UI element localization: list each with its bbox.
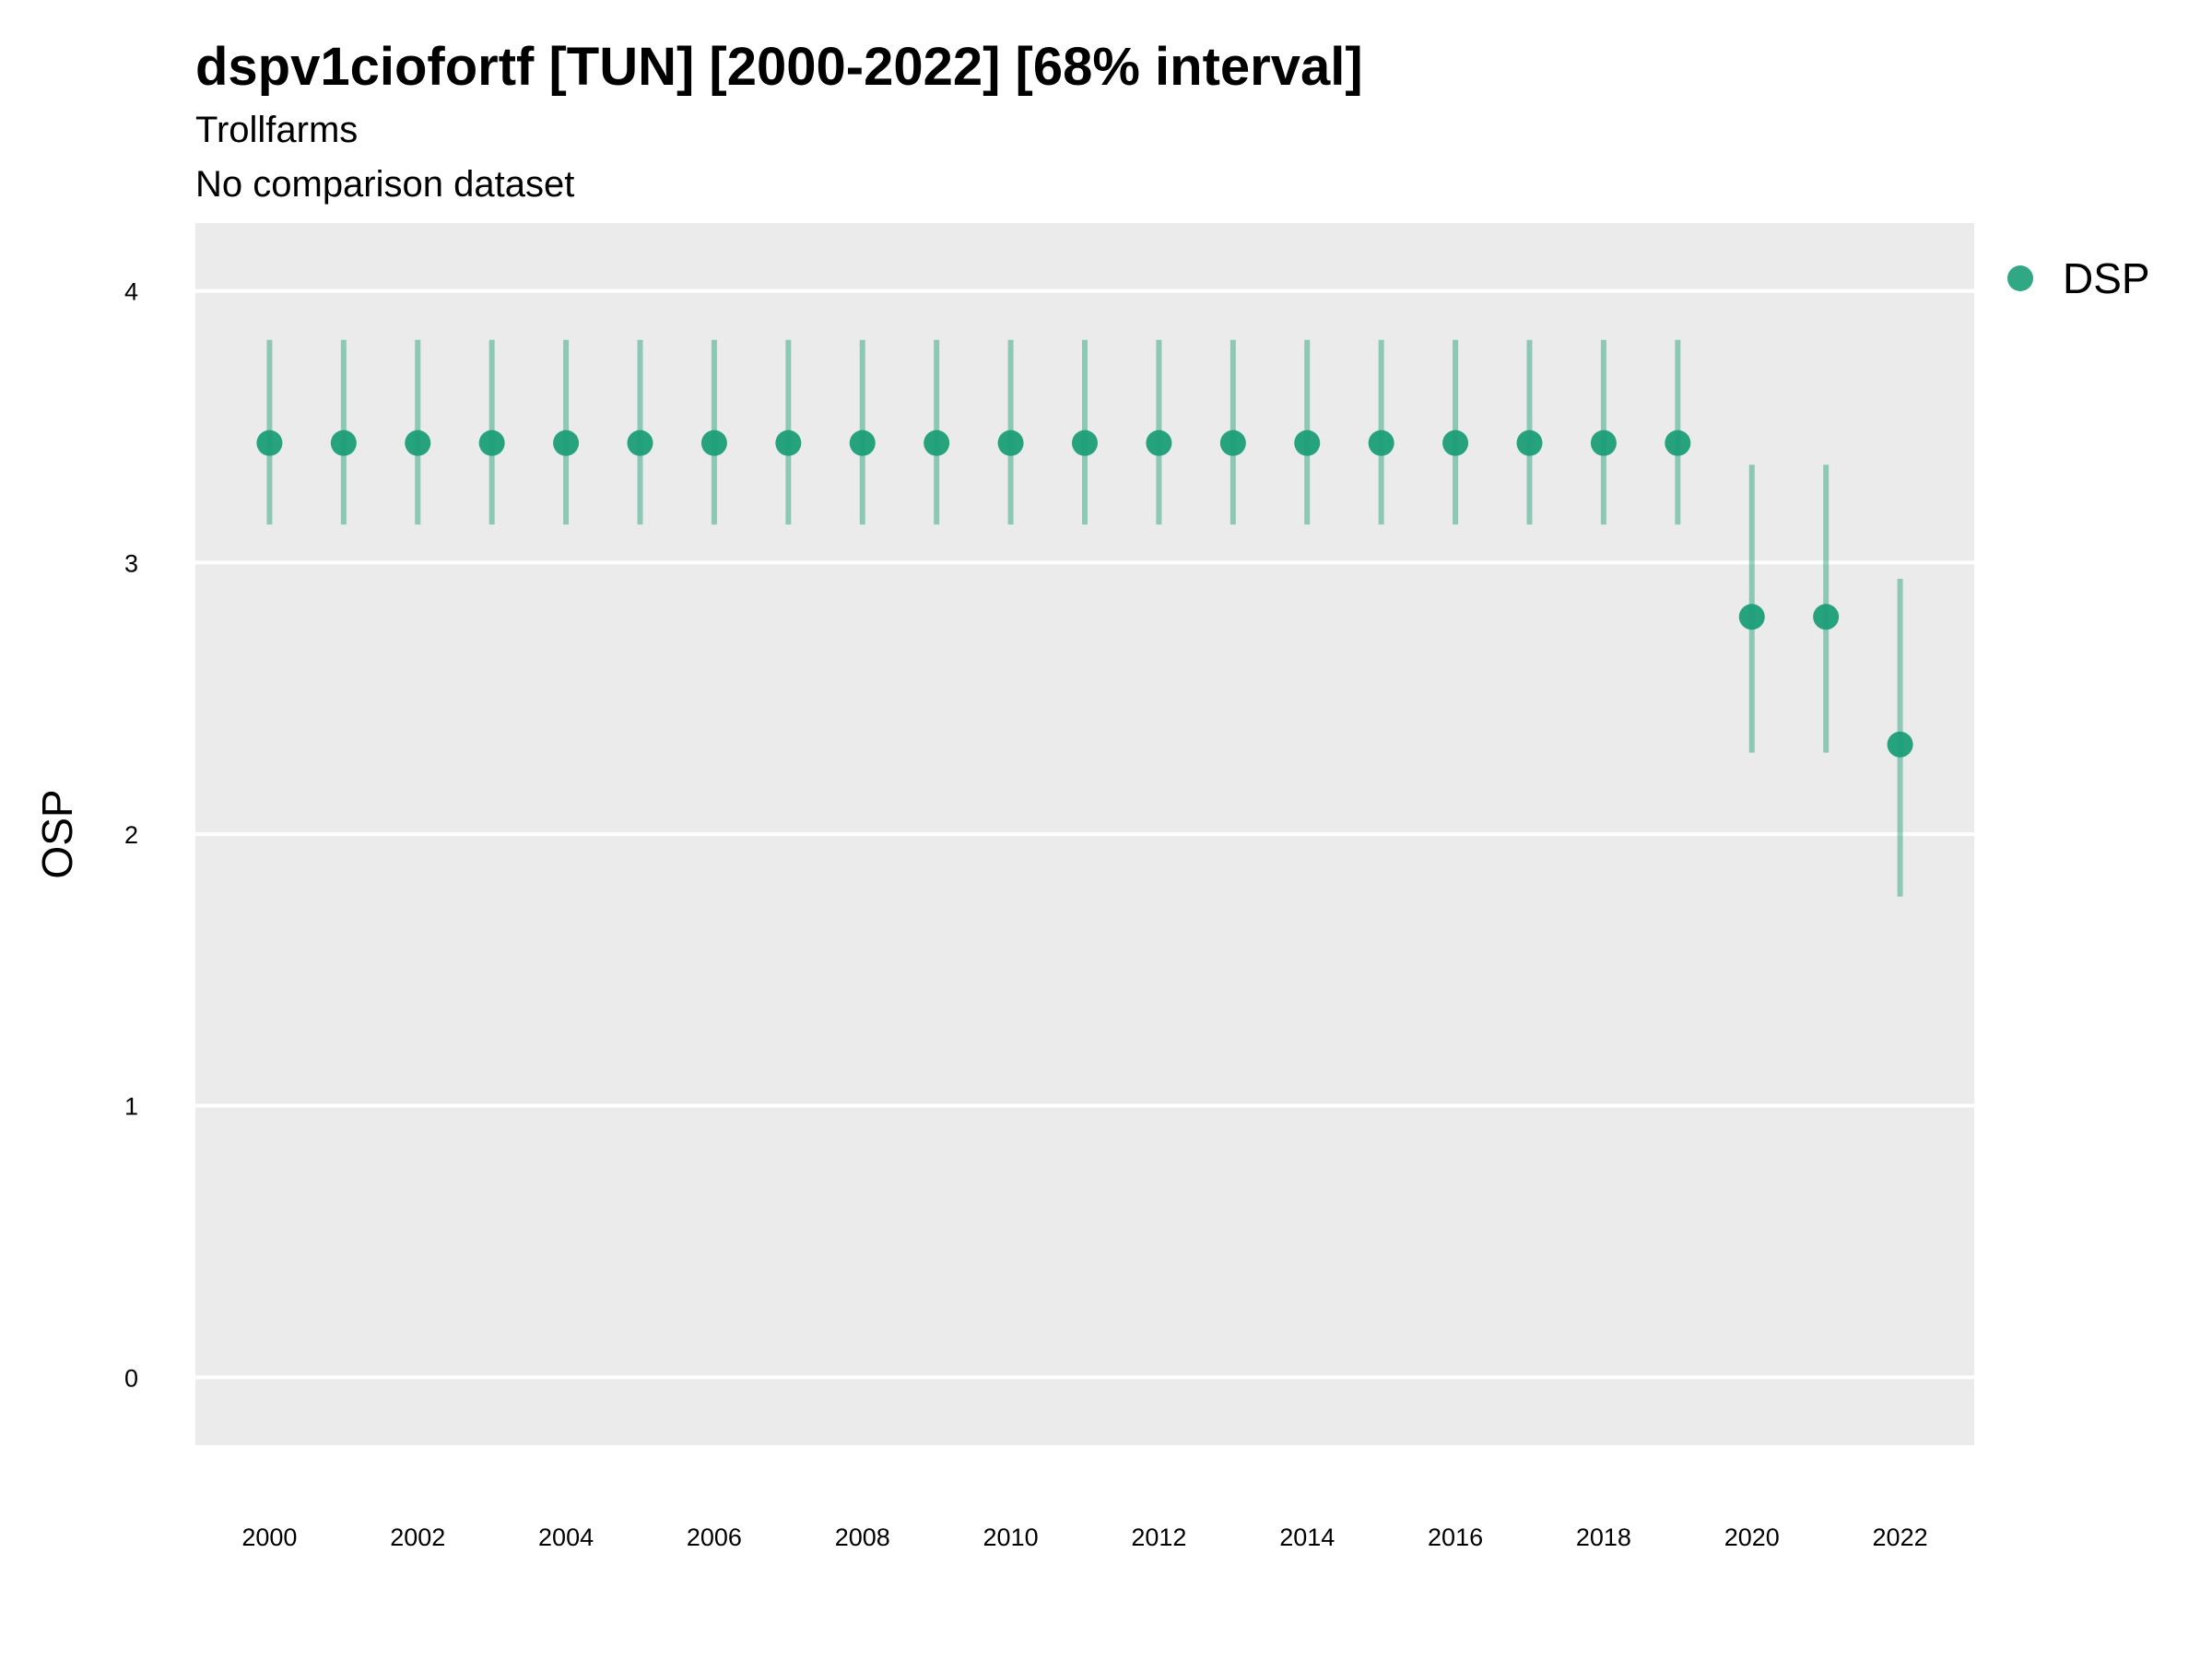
data-point [1813,604,1840,630]
y-tick-label: 0 [124,1364,138,1392]
data-point [1590,429,1617,456]
data-point [1516,429,1543,456]
data-point [700,429,727,456]
data-point [1072,429,1098,456]
x-tick-label: 2014 [1279,1524,1335,1551]
data-point [849,429,876,456]
x-tick-label: 2022 [1873,1524,1928,1551]
chart-subtitle-line-1: Trollfarms [195,110,358,150]
x-tick-label: 2002 [390,1524,445,1551]
data-point [553,429,580,456]
y-tick-label: 4 [124,278,138,306]
data-point [1146,429,1172,456]
data-point [997,429,1024,456]
chart-subtitle-line-2: No comparison dataset [195,164,574,205]
y-tick-label: 2 [124,821,138,849]
data-point [1738,604,1765,630]
data-point [1442,429,1469,456]
data-point [924,429,950,456]
data-point [1294,429,1321,456]
data-point [1368,429,1394,456]
legend: DSP [2007,254,2150,302]
data-points [256,429,1913,758]
grid-lines [195,288,1974,1380]
data-point [478,429,505,456]
data-point [405,429,431,456]
y-axis-label: OSP [33,789,81,878]
x-tick-label: 2012 [1131,1524,1186,1551]
legend-label-dsp: DSP [2063,254,2150,302]
data-point [1887,731,1913,758]
data-point [1219,429,1246,456]
x-axis-ticks: 2000 2002 2004 2006 2008 2010 2012 2014 2016 2018… [241,1524,1927,1551]
y-tick-label: 1 [124,1093,138,1121]
x-tick-label: 2006 [687,1524,742,1551]
y-axis-ticks: 0 1 2 3 4 [124,278,138,1393]
x-tick-label: 2008 [835,1524,890,1551]
data-point [627,429,653,456]
x-tick-label: 2000 [241,1524,297,1551]
data-point [1665,429,1691,456]
x-tick-label: 2020 [1724,1524,1780,1551]
data-point [775,429,802,456]
legend-swatch-dsp [2007,265,2033,291]
data-point [256,429,283,456]
data-point [330,429,357,456]
x-tick-label: 2016 [1428,1524,1483,1551]
y-tick-label: 3 [124,549,138,577]
x-tick-label: 2010 [983,1524,1039,1551]
x-tick-label: 2004 [538,1524,594,1551]
x-tick-label: 2018 [1576,1524,1631,1551]
chart-title: dspv1ciofortf [TUN] [2000-2022] [68% int… [195,37,1363,97]
